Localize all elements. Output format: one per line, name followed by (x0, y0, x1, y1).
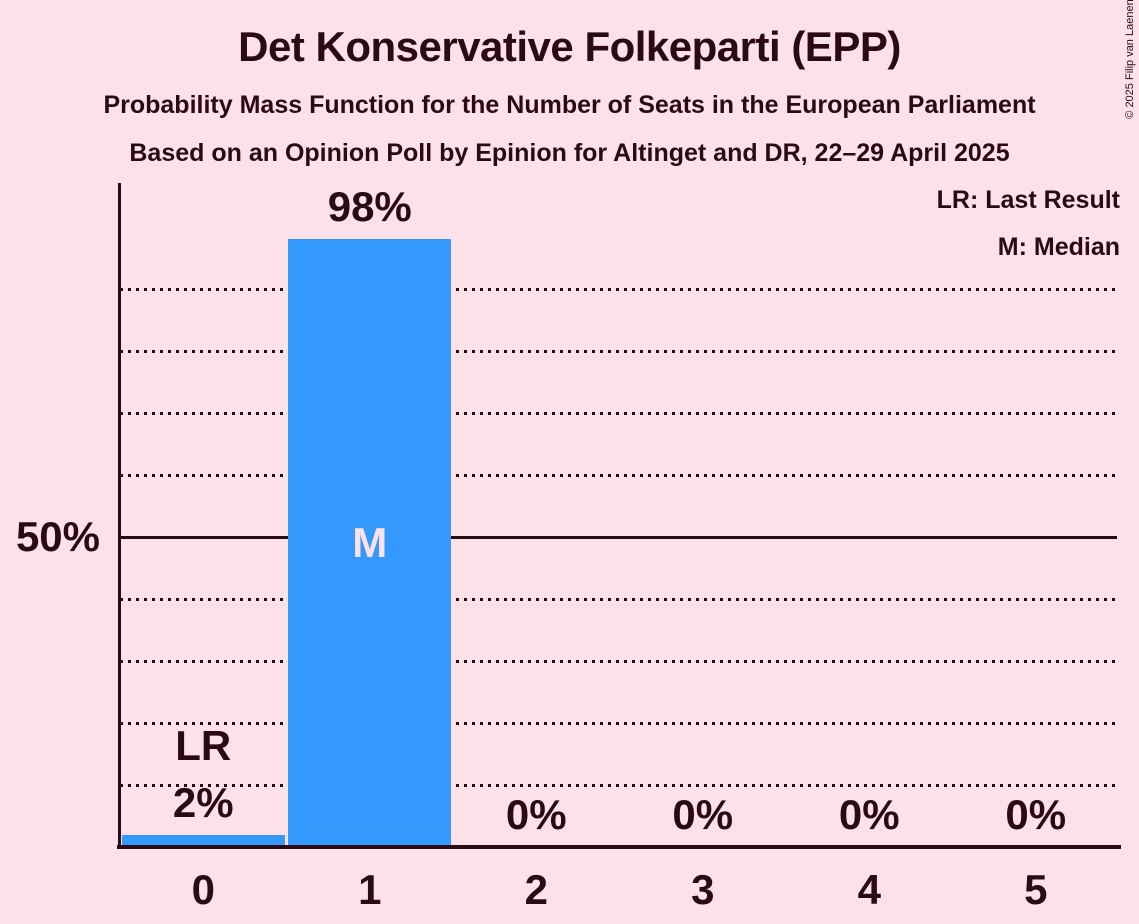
bar-value-label-1: 98% (327, 183, 412, 231)
chart-title: Det Konservative Folkeparti (EPP) (238, 23, 901, 70)
gridline-50pct-solid (120, 535, 1117, 539)
bar-value-label-4: 0% (838, 791, 900, 838)
x-tick-label-5: 5 (1024, 866, 1048, 913)
bar-seats-0 (121, 834, 285, 847)
x-tick-label-4: 4 (857, 866, 881, 913)
bar-value-label-5: 0% (1005, 791, 1067, 838)
gridline-70pct (120, 411, 1117, 415)
gridline-80pct (120, 349, 1117, 353)
x-axis-line (117, 845, 1121, 849)
gridline-90pct (120, 287, 1117, 291)
legend-median: M: Median (997, 233, 1120, 261)
chart-subtitle-2: Based on an Opinion Poll by Epinion for … (129, 139, 1010, 167)
bar-seats-1 (288, 239, 452, 847)
gridline-10pct (120, 783, 1117, 787)
gridline-60pct (120, 473, 1117, 477)
bar-value-label-2: 0% (505, 791, 567, 838)
last-result-marker: LR (175, 721, 232, 769)
bar-value-label-3: 0% (672, 791, 734, 838)
legend: LR: Last Result M: Median (937, 177, 1120, 271)
bar-value-label-0: 2% (172, 778, 234, 826)
median-marker: M (352, 519, 388, 567)
y-axis-label-50: 50% (15, 513, 100, 560)
gridline-20pct (120, 721, 1117, 725)
chart-subtitle-1: Probability Mass Function for the Number… (103, 91, 1036, 119)
legend-last-result: LR: Last Result (936, 186, 1120, 214)
y-axis-line (118, 183, 121, 847)
x-tick-label-0: 0 (191, 866, 215, 913)
x-tick-label-2: 2 (524, 866, 548, 913)
gridline-30pct (120, 659, 1117, 663)
gridline-40pct (120, 597, 1117, 601)
x-tick-label-3: 3 (691, 866, 715, 913)
x-tick-label-1: 1 (358, 866, 382, 913)
